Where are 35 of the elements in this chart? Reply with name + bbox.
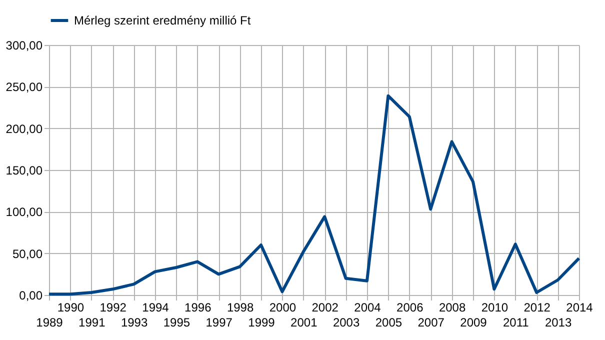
y-tick-label: 0,00: [19, 288, 43, 302]
x-tick-label: 2013: [544, 316, 572, 330]
x-tick-label: 1990: [57, 300, 84, 314]
x-tick-label: 2011: [502, 316, 530, 330]
y-tick-label: 200,00: [6, 122, 43, 136]
x-tick-label: 1991: [78, 316, 106, 330]
x-tick-label: 2012: [524, 300, 551, 314]
line-series: [48, 94, 580, 296]
x-tick-label: 2003: [332, 316, 360, 330]
x-tick-label: 1992: [100, 300, 127, 314]
x-tick-label: 1999: [248, 316, 276, 330]
x-tick-label: 1994: [142, 300, 170, 314]
x-tick-label: 1996: [184, 300, 212, 314]
x-tick-label: 2014: [566, 300, 594, 314]
x-tick-label: 1995: [163, 316, 190, 330]
y-tick-label: 100,00: [6, 205, 43, 220]
x-tick-label: 1993: [120, 316, 148, 330]
x-tick-label: 2007: [418, 316, 445, 330]
x-tick-label: 1997: [206, 316, 233, 330]
x-tick-label: 2008: [438, 300, 466, 314]
y-tick-label: 150,00: [6, 164, 43, 178]
x-tick-label: 1989: [36, 316, 64, 330]
x-tick-label: 2001: [290, 316, 318, 330]
x-tick-label: 2010: [481, 300, 508, 314]
y-tick-label: 300,00: [6, 38, 43, 52]
x-tick-label: 2005: [375, 316, 402, 330]
x-tick-label: 1998: [226, 300, 254, 314]
y-tick-label: 50,00: [12, 246, 43, 261]
x-tick-label: 2006: [396, 300, 424, 314]
x-tick-label: 2009: [460, 316, 488, 330]
legend-label: Mérleg szerint eredmény millió Ft: [74, 14, 252, 28]
x-tick-label: 2000: [269, 300, 296, 314]
y-tick-label: 250,00: [6, 80, 43, 94]
x-tick-label: 2004: [354, 300, 382, 314]
x-tick-label: 2002: [312, 300, 339, 314]
